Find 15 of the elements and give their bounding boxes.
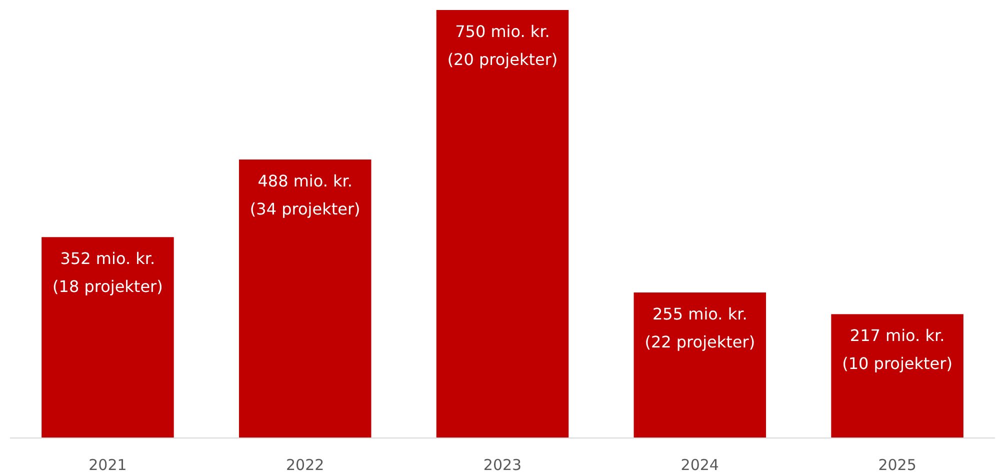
x-tick-label: 2025 [878, 456, 916, 473]
data-label: 255 mio. kr. (22 projekter) [644, 304, 756, 352]
bar [42, 237, 174, 438]
x-tick-label: 2021 [88, 456, 127, 473]
bar [436, 10, 569, 438]
x-tick-label: 2023 [483, 456, 522, 473]
x-tick-label: 2022 [286, 456, 324, 473]
data-label: 488 mio. kr. (34 projekter) [250, 172, 360, 219]
bar [831, 314, 964, 438]
x-tick-label: 2024 [680, 456, 719, 473]
bar [634, 292, 766, 438]
data-label: 750 mio. kr. (20 projekter) [447, 22, 558, 69]
bar [238, 160, 372, 438]
data-label: 217 mio. kr. (10 projekter) [842, 326, 952, 374]
data-label: 352 mio. kr. (18 projekter) [52, 249, 163, 296]
